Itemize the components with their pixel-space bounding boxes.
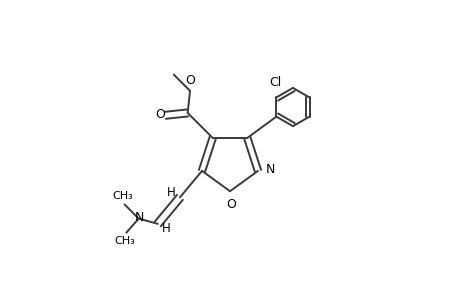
Text: H: H [162,222,170,235]
Text: H: H [167,186,176,199]
Text: N: N [265,163,275,176]
Text: CH₃: CH₃ [112,191,133,202]
Text: O: O [155,108,165,121]
Text: Cl: Cl [268,76,280,89]
Text: CH₃: CH₃ [114,236,135,246]
Text: N: N [134,211,144,224]
Text: O: O [226,198,236,211]
Text: O: O [185,74,195,87]
